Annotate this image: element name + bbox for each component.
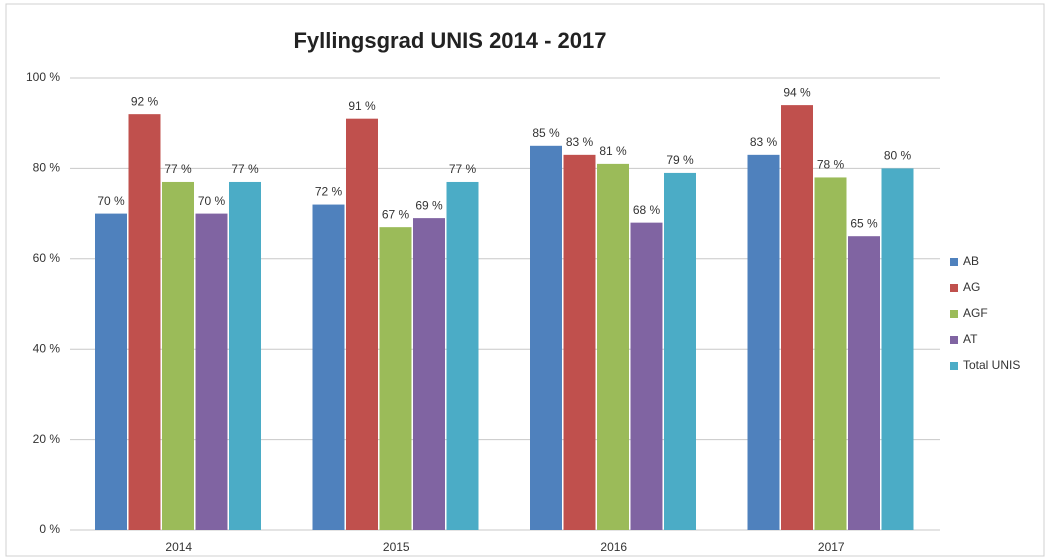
x-tick-label: 2015	[383, 540, 410, 554]
value-label: 91 %	[348, 99, 376, 113]
bar	[95, 213, 127, 530]
y-tick-label: 60 %	[33, 251, 61, 265]
value-label: 69 %	[415, 198, 443, 212]
legend-label: AB	[963, 254, 979, 268]
legend-swatch	[950, 284, 958, 292]
value-label: 77 %	[164, 162, 192, 176]
x-tick-label: 2016	[600, 540, 627, 554]
value-label: 83 %	[566, 135, 594, 149]
bar	[664, 172, 696, 531]
value-label: 81 %	[599, 144, 627, 158]
value-label: 94 %	[783, 85, 811, 99]
bar	[530, 145, 562, 531]
bar	[597, 163, 629, 530]
bar	[229, 181, 261, 530]
legend-swatch	[950, 310, 958, 318]
value-label: 80 %	[884, 149, 912, 163]
value-label: 68 %	[633, 203, 661, 217]
legend-label: AT	[963, 332, 978, 346]
bar	[128, 114, 161, 530]
bar	[881, 168, 914, 530]
legend-swatch	[950, 362, 958, 370]
bar	[446, 181, 479, 530]
legend-swatch	[950, 336, 958, 344]
value-label: 78 %	[817, 158, 845, 172]
value-label: 83 %	[750, 135, 778, 149]
value-label: 79 %	[666, 153, 694, 167]
x-tick-label: 2017	[818, 540, 845, 554]
y-tick-label: 100 %	[26, 70, 60, 84]
bar	[162, 181, 194, 530]
legend-label: AGF	[963, 306, 988, 320]
bar	[848, 236, 880, 530]
bar	[413, 218, 445, 530]
bar	[195, 213, 228, 530]
value-label: 70 %	[97, 194, 125, 208]
y-tick-label: 40 %	[33, 341, 61, 355]
y-tick-label: 80 %	[33, 161, 61, 175]
value-label: 72 %	[315, 185, 343, 199]
value-label: 85 %	[532, 126, 560, 140]
bar	[346, 118, 378, 531]
x-tick-label: 2014	[165, 540, 192, 554]
bar	[563, 154, 596, 530]
value-label: 67 %	[382, 207, 410, 221]
value-label: 70 %	[198, 194, 226, 208]
y-tick-label: 20 %	[33, 432, 61, 446]
value-label: 65 %	[850, 216, 878, 230]
bar	[379, 227, 412, 530]
value-label: 92 %	[131, 94, 159, 108]
bar	[781, 105, 813, 531]
bar	[747, 154, 780, 530]
value-label: 77 %	[231, 162, 259, 176]
legend-swatch	[950, 258, 958, 266]
legend-label: Total UNIS	[963, 358, 1020, 372]
bar	[814, 177, 847, 530]
legend-label: AG	[963, 280, 980, 294]
bar	[312, 204, 345, 530]
value-label: 77 %	[449, 162, 477, 176]
bar	[630, 222, 663, 530]
y-tick-label: 0 %	[39, 522, 60, 536]
chart-title: Fyllingsgrad UNIS 2014 - 2017	[293, 28, 606, 53]
